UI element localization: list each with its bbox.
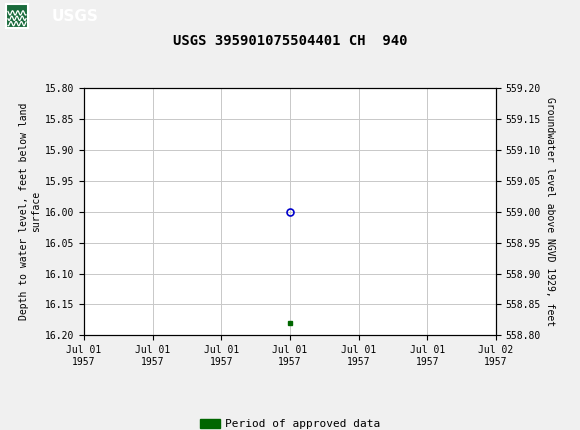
Text: USGS 395901075504401 CH  940: USGS 395901075504401 CH 940 [173, 34, 407, 49]
Legend: Period of approved data: Period of approved data [195, 415, 385, 430]
Text: USGS: USGS [52, 9, 99, 24]
Y-axis label: Depth to water level, feet below land
surface: Depth to water level, feet below land su… [19, 103, 41, 320]
FancyBboxPatch shape [6, 4, 28, 28]
Y-axis label: Groundwater level above NGVD 1929, feet: Groundwater level above NGVD 1929, feet [545, 97, 555, 326]
